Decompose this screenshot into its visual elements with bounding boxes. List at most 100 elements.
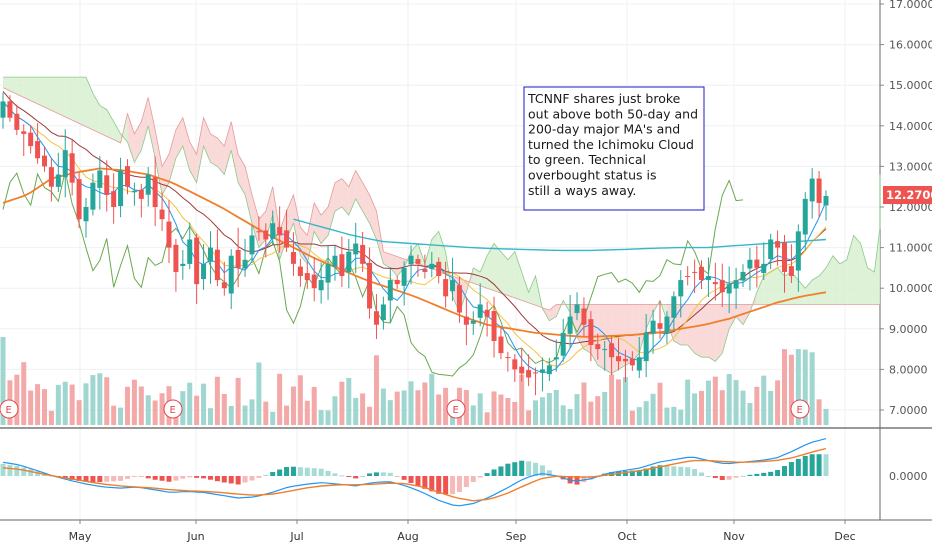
volume-bar [719, 390, 725, 425]
candle-body [560, 332, 566, 356]
candle-body [173, 244, 179, 272]
volume-bar [629, 410, 635, 425]
candle-body [595, 344, 601, 350]
candle-body [7, 101, 13, 118]
candle-body [318, 280, 324, 291]
macd-histogram-bar [111, 476, 117, 482]
volume-bar [782, 349, 788, 425]
candle-body [650, 320, 656, 334]
macd-histogram-bar [705, 476, 711, 477]
annotation-line: overbought status is [528, 168, 656, 183]
cloud-segment [182, 117, 190, 171]
macd-histogram-bar [325, 470, 331, 476]
volume-bar [131, 379, 137, 425]
candle-body [138, 189, 144, 199]
candle-body [228, 255, 234, 294]
volume-bar [491, 391, 497, 425]
volume-bar [657, 382, 663, 425]
cloud-segment [355, 170, 363, 212]
volume-bar [277, 373, 283, 425]
macd-histogram-bar [353, 476, 359, 479]
volume-bar [754, 386, 760, 425]
candle-body [719, 280, 725, 293]
volume-bar [436, 394, 442, 425]
candle-body [678, 280, 684, 297]
cloud-segment [756, 276, 764, 305]
cloud-segment [251, 194, 259, 248]
macd-histogram-bar [429, 476, 435, 492]
candle-body [290, 252, 296, 264]
candle-body [456, 285, 462, 313]
cloud-segment [473, 267, 481, 286]
candle-body [297, 266, 303, 277]
volume-bar [581, 382, 587, 425]
candle-body [802, 198, 808, 235]
candle-body [491, 311, 497, 341]
volume-bar [373, 355, 379, 425]
time-tick-label: Aug [397, 530, 418, 543]
volume-bar [512, 401, 518, 425]
volume-bar [622, 377, 628, 425]
macd-histogram-bar [194, 476, 200, 478]
macd-histogram-bar [0, 463, 6, 476]
cloud-segment [44, 77, 52, 111]
candle-body [83, 207, 89, 222]
macd-histogram-bar [539, 465, 545, 476]
candle-body [533, 372, 539, 374]
volume-bar [422, 382, 428, 425]
macd-histogram-bar [456, 476, 462, 493]
macd-histogram-bar [242, 476, 248, 483]
volume-bar [35, 384, 41, 425]
macd-histogram-bar [519, 460, 525, 476]
macd-histogram-bar [664, 465, 670, 476]
volume-bar [560, 405, 566, 425]
candle-body [788, 266, 794, 277]
ma200-line [293, 218, 827, 252]
volume-bar [692, 393, 698, 425]
price-tick-label: 17.0000 [889, 0, 932, 11]
macd-histogram-bar [422, 476, 428, 489]
cloud-segment [853, 235, 861, 305]
annotation-box: TCNNF shares just broke out above both 50… [523, 86, 705, 211]
candle-body [270, 223, 276, 239]
macd-histogram-bar [588, 476, 594, 480]
volume-bar [726, 373, 732, 425]
volume-bar [678, 409, 684, 425]
volume-bar [609, 374, 615, 425]
candle-body [55, 174, 61, 187]
earnings-marker-label: E [797, 405, 803, 416]
candle-body [21, 131, 27, 134]
macd-histogram-bar [131, 476, 137, 477]
volume-bar [588, 401, 594, 425]
macd-tick-label: 0.0000 [889, 470, 928, 483]
ichimoku-cloud [2, 76, 881, 374]
macd-histogram-bar [207, 476, 213, 480]
candle-body [373, 311, 379, 325]
candle-body [256, 231, 262, 233]
price-tick-label: 15.0000 [889, 79, 932, 92]
volume-bar [401, 390, 407, 425]
candle-body [14, 113, 20, 130]
candle-body [235, 249, 241, 268]
cloud-segment [805, 280, 813, 305]
cloud-segment [203, 117, 211, 163]
cloud-segment [528, 276, 536, 306]
cloud-segment [224, 121, 232, 175]
earnings-marker-label: E [6, 405, 12, 416]
volume-bar [768, 390, 774, 425]
candle-body [346, 251, 352, 273]
macd-histogram-bar [339, 475, 345, 477]
candle-body [194, 237, 200, 285]
annotation-line: 200-day major MA's and [528, 122, 680, 137]
volume-bar [539, 397, 545, 425]
macd-histogram-bar [408, 476, 414, 483]
candle-body [339, 254, 345, 277]
earnings-marker [790, 399, 810, 419]
time-tick-label: Oct [617, 530, 637, 543]
volume-bar [270, 411, 276, 425]
volume-bar [802, 349, 808, 425]
cloud-segment [874, 227, 880, 305]
price-tick-label: 9.0000 [889, 323, 928, 336]
macd-histogram-bar [719, 476, 725, 480]
